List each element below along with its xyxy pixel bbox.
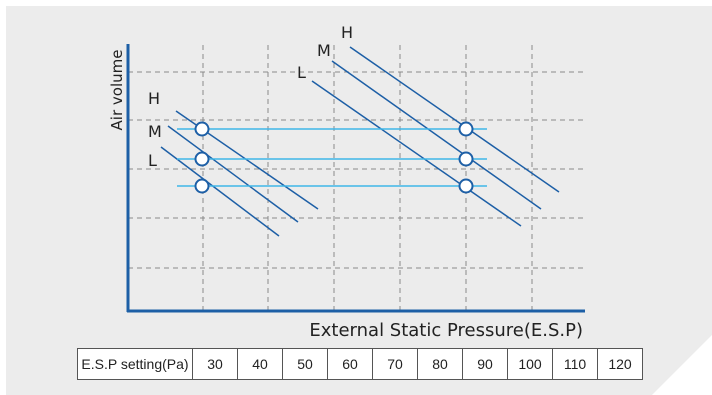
esp-settings-row: E.S.P setting(Pa) 30 40 50 60 70 80 90 1…	[77, 348, 643, 380]
curve-right-l	[311, 80, 522, 227]
speed-label-left-m: M	[148, 122, 162, 141]
esp-settings-table: E.S.P setting(Pa) 30 40 50 60 70 80 90 1…	[77, 348, 643, 380]
speed-label-right-m: M	[317, 41, 331, 60]
point-left-m	[194, 151, 210, 167]
curve-right-m	[331, 60, 542, 210]
speed-label-left-l: L	[148, 151, 157, 170]
diagram-panel	[6, 6, 712, 395]
esp-value-40: 40	[237, 348, 283, 380]
speed-labels: H M L H M L	[148, 23, 353, 170]
corner-cut	[652, 335, 712, 395]
esp-value-90: 90	[462, 348, 508, 380]
curve-right-h	[349, 46, 560, 193]
esp-value-60: 60	[327, 348, 373, 380]
speed-label-left-h: H	[148, 89, 160, 108]
point-right-h	[458, 121, 474, 137]
axes	[126, 44, 585, 313]
speed-label-right-h: H	[341, 23, 353, 42]
level-lines	[177, 128, 487, 187]
point-left-l	[194, 178, 210, 194]
y-axis-label: Air volume	[108, 50, 126, 131]
esp-value-50: 50	[282, 348, 328, 380]
curve-left-m	[167, 125, 299, 223]
esp-value-120: 120	[597, 348, 643, 380]
point-right-l	[458, 178, 474, 194]
esp-value-80: 80	[417, 348, 463, 380]
speed-label-right-l: L	[297, 63, 306, 82]
esp-value-110: 110	[552, 348, 598, 380]
right-curves	[311, 46, 560, 227]
point-right-m	[458, 151, 474, 167]
esp-value-100: 100	[507, 348, 553, 380]
esp-setting-header: E.S.P setting(Pa)	[77, 348, 193, 380]
esp-value-70: 70	[372, 348, 418, 380]
point-left-h	[194, 121, 210, 137]
grid	[128, 45, 585, 310]
x-axis-label: External Static Pressure(E.S.P)	[309, 320, 583, 341]
esp-value-30: 30	[192, 348, 238, 380]
operating-points	[194, 121, 474, 194]
curve-left-l	[160, 146, 280, 237]
